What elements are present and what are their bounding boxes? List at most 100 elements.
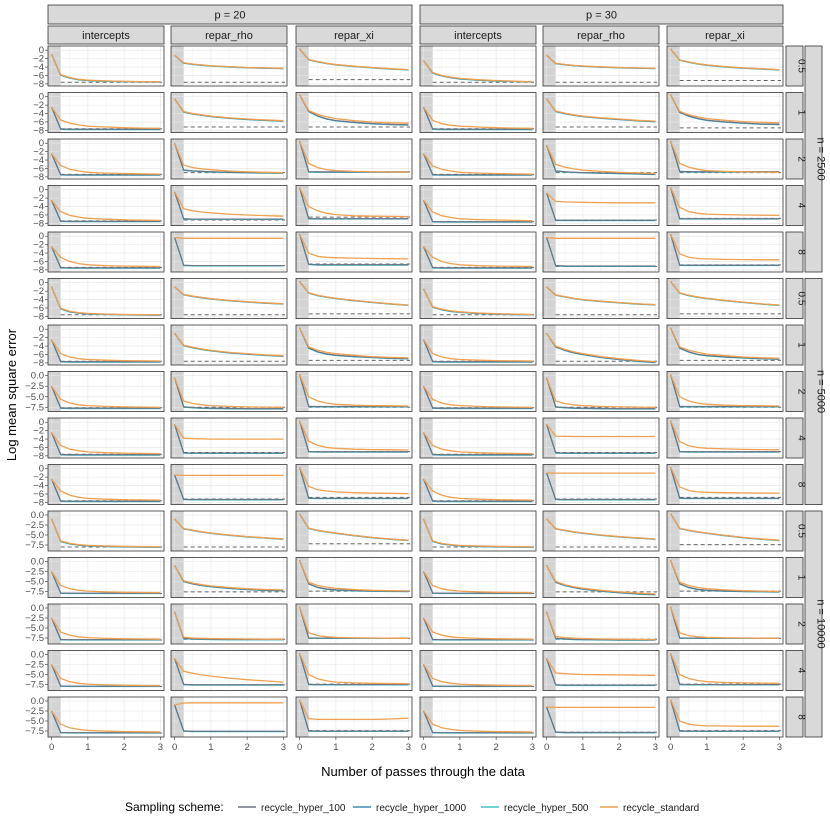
series-recycle_standard xyxy=(546,98,656,122)
series-recycle_standard xyxy=(51,286,161,316)
series-recycle_hyper_100 xyxy=(423,664,533,687)
series-recycle_hyper_100 xyxy=(423,710,533,734)
panel-border xyxy=(666,603,784,645)
panel xyxy=(666,603,784,645)
panel-border xyxy=(542,464,660,505)
panel xyxy=(47,45,165,87)
y-tick-label: −4 xyxy=(33,295,44,306)
series-recycle_hyper_100 xyxy=(174,423,284,454)
row-group-label: n = 5000 xyxy=(815,370,827,413)
panel xyxy=(47,510,165,552)
series-recycle_standard xyxy=(51,385,161,408)
panel xyxy=(666,510,784,552)
series-recycle_standard xyxy=(669,560,780,593)
panel xyxy=(295,45,413,87)
y-tick-label: −8 xyxy=(33,125,44,136)
series-recycle_standard xyxy=(174,98,284,122)
y-tick-label: −2 xyxy=(33,193,44,204)
panel: 0 1 2 3 xyxy=(419,696,537,753)
panel-border xyxy=(170,696,288,738)
panel xyxy=(295,557,413,598)
y-tick-label: −6 xyxy=(33,349,44,360)
panel xyxy=(47,464,165,505)
series-recycle_standard xyxy=(669,140,780,173)
panel-border xyxy=(170,185,288,226)
series-recycle_standard xyxy=(50,518,161,548)
series-recycle_standard xyxy=(423,153,533,175)
y-tick-label: −8 xyxy=(33,265,44,276)
y-tick-label: −5.0 xyxy=(25,577,44,588)
series-recycle_standard xyxy=(299,653,409,685)
panel-border xyxy=(542,92,660,133)
shaded-region xyxy=(171,46,184,86)
y-tick-label: −6 xyxy=(33,489,44,500)
shaded-region xyxy=(667,185,680,226)
panel xyxy=(170,278,288,319)
panel xyxy=(170,138,288,180)
y-tick-label: −2 xyxy=(33,333,44,344)
series-recycle_hyper_100 xyxy=(299,374,409,407)
panel xyxy=(170,557,288,598)
panel-border xyxy=(47,92,165,133)
series-recycle_hyper_100 xyxy=(423,478,533,502)
series-recycle_hyper_100 xyxy=(299,233,409,266)
series-recycle_hyper_100 xyxy=(51,478,161,502)
panel xyxy=(47,92,165,133)
shaded-region xyxy=(543,92,556,133)
panel-border xyxy=(170,92,288,133)
row-strip xyxy=(785,510,804,552)
x-tick-label: 3 xyxy=(158,742,163,753)
row-label: 4 xyxy=(796,203,807,209)
panel-border xyxy=(419,464,537,505)
panel-border xyxy=(170,510,288,552)
panel-border xyxy=(295,371,413,412)
panel xyxy=(542,510,660,552)
panel xyxy=(666,557,784,598)
panel xyxy=(170,92,288,133)
series-recycle_standard xyxy=(423,288,533,316)
y-tick-label: −2 xyxy=(33,286,44,297)
panel xyxy=(47,185,165,226)
panel xyxy=(295,464,413,505)
series-recycle_standard xyxy=(174,333,284,357)
series-recycle_hyper_100 xyxy=(299,467,409,499)
panel-border xyxy=(666,417,784,459)
series-recycle_standard xyxy=(299,233,409,260)
row-strip xyxy=(785,650,804,691)
y-tick-label: −2 xyxy=(33,147,44,158)
panel xyxy=(47,324,165,366)
series-recycle_standard xyxy=(670,420,780,451)
panel-border xyxy=(295,464,413,505)
panel xyxy=(666,92,784,133)
panel-border xyxy=(295,417,413,459)
panel xyxy=(170,45,288,87)
series-recycle_standard xyxy=(51,339,161,362)
row-label: 0.5 xyxy=(796,292,807,306)
shaded-region xyxy=(543,557,556,598)
shaded-region xyxy=(667,650,680,691)
panel xyxy=(47,603,165,645)
shaded-region xyxy=(667,557,680,598)
panel-border xyxy=(47,417,165,459)
panel: 0 1 2 3 xyxy=(295,696,413,753)
panel xyxy=(542,231,660,273)
shaded-region xyxy=(667,139,680,179)
y-tick-label: −7.5 xyxy=(25,587,44,598)
series-recycle_standard xyxy=(546,145,656,175)
panel xyxy=(542,650,660,691)
series-recycle_hyper_100 xyxy=(546,472,656,500)
panel-border xyxy=(666,557,784,598)
panel-border xyxy=(542,696,660,738)
series-recycle_standard xyxy=(422,518,533,548)
series-recycle_standard xyxy=(423,60,533,83)
shaded-region xyxy=(667,418,680,458)
series-recycle_hyper_100 xyxy=(670,467,780,499)
panel xyxy=(666,417,784,459)
series-recycle_standard xyxy=(670,467,780,494)
y-tick-label: −8 xyxy=(33,79,44,90)
panel xyxy=(170,231,288,273)
column-label: repar_rho xyxy=(577,30,625,42)
column-label: repar_xi xyxy=(334,30,374,42)
series-recycle_hyper_100 xyxy=(51,385,161,409)
x-tick-label: 2 xyxy=(244,742,249,753)
